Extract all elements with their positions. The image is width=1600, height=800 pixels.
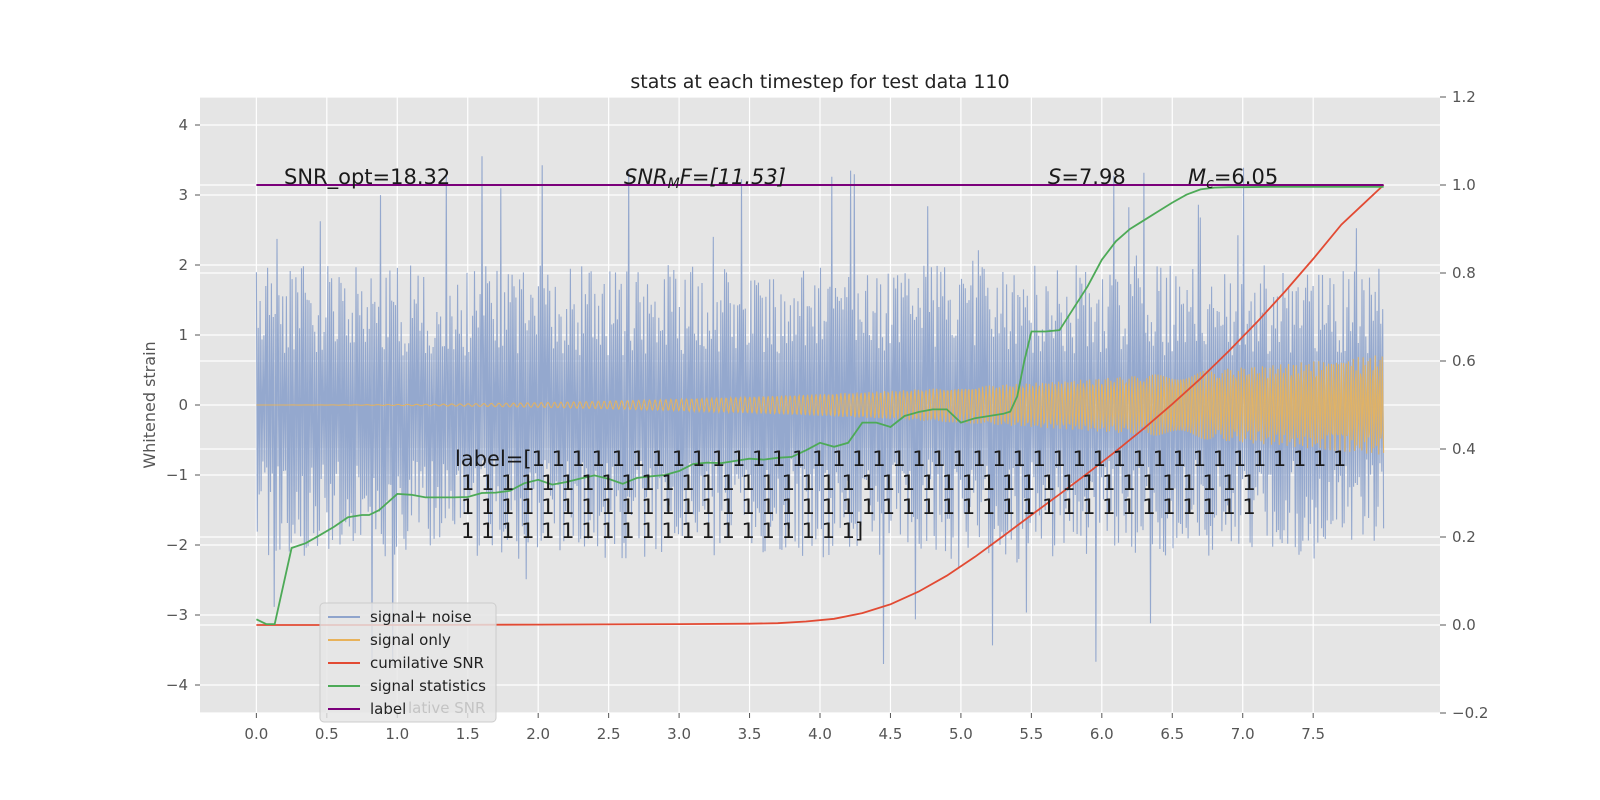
y-left-tick-label: 0 xyxy=(178,396,188,414)
x-tick-label: 4.0 xyxy=(808,725,832,743)
chart-title: stats at each timestep for test data 110 xyxy=(630,71,1009,93)
x-tick-label: 3.0 xyxy=(667,725,691,743)
annotations: SNR_opt=18.32 SNRMF=[11.53] S=7.98 Mc=6.… xyxy=(284,165,1278,192)
y-left-tick-label: 1 xyxy=(178,326,188,344)
label-text-line: 1 1 1 1 1 1 1 1 1 1 1 1 1 1 1 1 1 1 1 1] xyxy=(461,519,863,543)
annotation-s: S=7.98 xyxy=(1048,165,1126,189)
annotation-mc: Mc=6.05 xyxy=(1188,165,1278,192)
y-left-tick-label: 2 xyxy=(178,256,188,274)
y-axis-label: Whitened strain xyxy=(140,341,159,468)
y-left-tick-label: −2 xyxy=(166,536,188,554)
legend-label-signal-only: signal only xyxy=(370,631,451,649)
x-tick-label: 2.5 xyxy=(597,725,621,743)
x-tick-label: 0.0 xyxy=(244,725,268,743)
x-tick-label: 0.5 xyxy=(315,725,339,743)
y-right-tick-label: 1.2 xyxy=(1452,88,1476,106)
series-layer xyxy=(255,156,1385,666)
annotation-snr-mf: SNRMF=[11.53] xyxy=(624,165,786,192)
x-tick-label: 4.5 xyxy=(879,725,903,743)
x-tick-label: 6.0 xyxy=(1090,725,1114,743)
x-tick-label: 5.0 xyxy=(949,725,973,743)
y-left-tick-label: −1 xyxy=(166,466,188,484)
y-left-tick-label: −3 xyxy=(166,606,188,624)
label-text-line: label=[1 1 1 1 1 1 1 1 1 1 1 1 1 1 1 1 1… xyxy=(455,447,1346,471)
signal-only-line xyxy=(256,355,1385,455)
signal-statistics-line xyxy=(256,185,1384,625)
signal-noise-line xyxy=(255,156,1385,666)
y-left-tick-label: −4 xyxy=(166,676,188,694)
legend-label-cumulative-snr: cumilative SNR xyxy=(370,654,484,672)
legend-ghost-text: lative SNR xyxy=(408,699,485,717)
x-tick-label: 2.0 xyxy=(526,725,550,743)
x-tick-label: 5.5 xyxy=(1019,725,1043,743)
ticks-layer: 0.0 0.5 1.0 1.5 2.0 2.5 3.0 3.5 4.0 4.5 5.0 5.5 6.0 6… xyxy=(166,88,1489,743)
label-text-line: 1 1 1 1 1 1 1 1 1 1 1 1 1 1 1 1 1 1 1 1 … xyxy=(461,471,1256,495)
cumulative-snr-line xyxy=(256,184,1385,626)
x-tick-label: 7.0 xyxy=(1231,725,1255,743)
label-text-block: label=[1 1 1 1 1 1 1 1 1 1 1 1 1 1 1 1 1… xyxy=(455,447,1346,543)
legend-label-signal-statistics: signal statistics xyxy=(370,677,486,695)
y-right-tick-label: 1.0 xyxy=(1452,176,1476,194)
y-right-tick-label: 0.0 xyxy=(1452,616,1476,634)
y-right-tick-label: 0.6 xyxy=(1452,352,1476,370)
y-right-tick-label: 0.4 xyxy=(1452,440,1476,458)
y-right-tick-label: −0.2 xyxy=(1452,704,1488,722)
x-tick-label: 3.5 xyxy=(738,725,762,743)
y-right-tick-label: 0.8 xyxy=(1452,264,1476,282)
y-right-tick-label: 0.2 xyxy=(1452,528,1476,546)
legend: lative SNR signal+ noise signal only cum… xyxy=(319,602,497,723)
x-tick-label: 7.5 xyxy=(1301,725,1325,743)
legend-label-signal-noise: signal+ noise xyxy=(370,608,472,626)
label-text-line: 1 1 1 1 1 1 1 1 1 1 1 1 1 1 1 1 1 1 1 1 … xyxy=(461,495,1256,519)
x-tick-label: 1.5 xyxy=(456,725,480,743)
legend-box xyxy=(319,602,497,723)
legend-label-label: label xyxy=(370,700,406,718)
y-left-tick-label: 4 xyxy=(178,116,188,134)
x-tick-label: 6.5 xyxy=(1160,725,1184,743)
x-tick-label: 1.0 xyxy=(385,725,409,743)
annotation-snr-opt: SNR_opt=18.32 xyxy=(284,165,450,190)
y-left-tick-label: 3 xyxy=(178,186,188,204)
